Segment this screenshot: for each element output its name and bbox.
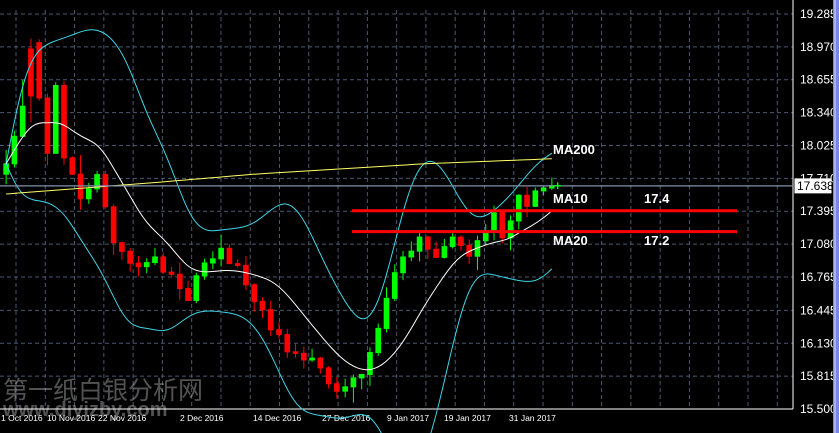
svg-text:16.445: 16.445 (800, 303, 837, 317)
svg-text:17.638: 17.638 (797, 179, 834, 193)
svg-text:16.765: 16.765 (800, 270, 837, 284)
svg-text:MA200: MA200 (553, 142, 595, 157)
svg-text:17.080: 17.080 (800, 237, 837, 251)
svg-text:9 Jan 2017: 9 Jan 2017 (387, 413, 429, 423)
svg-text:31 Jan 2017: 31 Jan 2017 (509, 413, 556, 423)
svg-text:MA20: MA20 (553, 233, 588, 248)
svg-text:18.025: 18.025 (800, 138, 837, 152)
svg-text:19.285: 19.285 (800, 7, 837, 21)
svg-text:+: + (554, 178, 562, 193)
svg-text:16.130: 16.130 (800, 336, 837, 350)
svg-text:www.diyizby.com: www.diyizby.com (2, 399, 167, 421)
svg-text:15.815: 15.815 (800, 369, 837, 383)
svg-text:17.4: 17.4 (644, 191, 670, 206)
svg-text:17.2: 17.2 (644, 233, 669, 248)
svg-text:19 Jan 2017: 19 Jan 2017 (444, 413, 491, 423)
svg-text:14 Dec 2016: 14 Dec 2016 (253, 413, 301, 423)
svg-text:MA10: MA10 (553, 191, 588, 206)
svg-text:18.340: 18.340 (800, 106, 837, 120)
svg-text:2 Dec 2016: 2 Dec 2016 (180, 413, 224, 423)
svg-text:18.655: 18.655 (800, 73, 837, 87)
svg-text:18.970: 18.970 (800, 40, 837, 54)
svg-text:15.500: 15.500 (800, 402, 837, 416)
svg-text:17.395: 17.395 (800, 204, 837, 218)
